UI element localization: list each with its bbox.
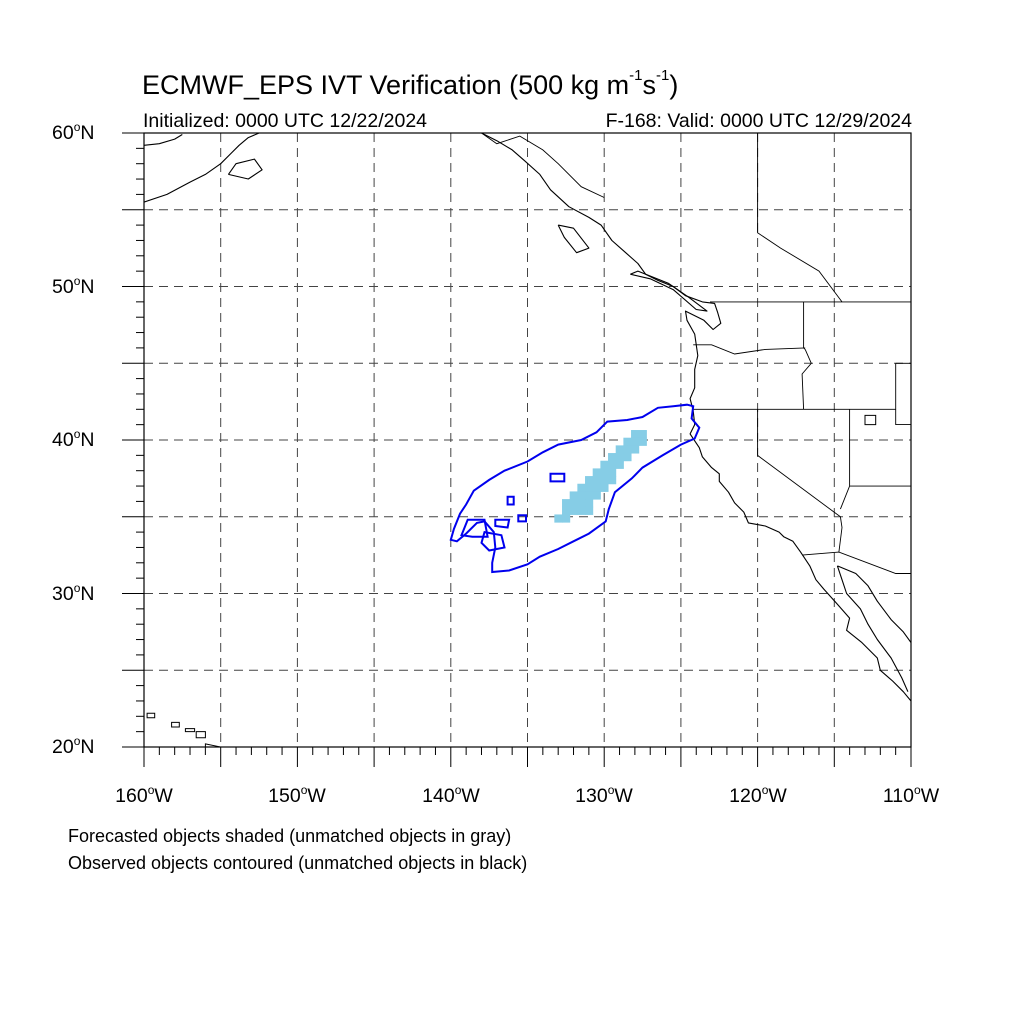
lat-label-30: 30oN <box>52 581 95 605</box>
forecast-cell <box>600 476 609 485</box>
forecast-cell <box>585 506 594 515</box>
forecast-cell <box>608 460 617 469</box>
forecast-cell <box>569 491 578 500</box>
forecast-cell <box>638 430 647 439</box>
border-line <box>481 133 605 198</box>
observed-contour-inner <box>549 472 566 483</box>
forecast-object-shading <box>554 430 647 523</box>
lat-label-20: 20oN <box>52 734 95 758</box>
hawaii-island <box>195 731 206 739</box>
border-line <box>801 349 812 410</box>
coastlines <box>144 133 911 747</box>
forecast-cell <box>631 445 640 454</box>
forecast-cell <box>600 483 609 492</box>
forecast-cell <box>592 483 601 492</box>
forecast-cell <box>608 468 617 477</box>
initialized-label: Initialized: 0000 UTC 12/22/2024 <box>143 110 428 132</box>
footnote-forecast: Forecasted objects shaded (unmatched obj… <box>68 826 512 846</box>
forecast-cell <box>600 468 609 477</box>
border-line <box>757 409 843 553</box>
coastline-kodiak <box>227 158 263 180</box>
lon-label-110w: 110oW <box>882 783 940 807</box>
footnote-observed: Observed objects contoured (unmatched ob… <box>68 853 528 873</box>
forecast-cell <box>615 460 624 469</box>
political-borders <box>481 133 911 574</box>
coastline-gulf-of-california-west <box>836 565 909 692</box>
forecast-cell <box>608 453 617 462</box>
forecast-cell <box>577 491 586 500</box>
graticule <box>144 133 911 747</box>
observed-contour-inner <box>460 518 489 538</box>
border-line <box>839 409 851 510</box>
forecast-cell <box>623 445 632 454</box>
lat-label-40: 40oN <box>52 427 95 451</box>
forecast-cell <box>638 437 647 446</box>
border-line <box>803 301 806 350</box>
forecast-cell <box>562 514 571 523</box>
border-line <box>693 344 806 355</box>
observed-contour-inner <box>480 530 506 552</box>
coastline-gulf-of-california-east <box>837 565 911 643</box>
forecast-cell <box>562 499 571 508</box>
forecast-cell <box>615 445 624 454</box>
hawaii-island <box>171 721 180 728</box>
forecast-cell <box>577 506 586 515</box>
forecast-cell <box>600 460 609 469</box>
forecast-cell <box>562 506 571 515</box>
coastline-vancouver-island <box>630 270 708 312</box>
coastline-haida-gwaii <box>557 224 590 254</box>
coastline-pacific-nw <box>481 133 911 702</box>
forecast-cell <box>577 483 586 492</box>
forecast-cell <box>631 430 640 439</box>
forecast-cell <box>554 514 563 523</box>
lake-outline <box>864 414 877 426</box>
hawaii-island <box>146 712 156 719</box>
coastline-alaska-peninsula-top <box>144 134 183 146</box>
forecast-cell <box>569 506 578 515</box>
valid-label: F-168: Valid: 0000 UTC 12/29/2024 <box>605 110 912 132</box>
forecast-cell <box>585 491 594 500</box>
lon-label-120w: 120oW <box>729 783 787 807</box>
border-line <box>757 133 843 303</box>
forecast-cell <box>623 437 632 446</box>
forecast-cell <box>631 437 640 446</box>
coastline-alaska <box>144 133 260 203</box>
forecast-cell <box>592 468 601 477</box>
lon-label-130w: 130oW <box>575 783 633 807</box>
border-line <box>895 363 911 426</box>
forecast-cell <box>623 453 632 462</box>
observed-object-contour <box>449 403 701 574</box>
border-line <box>802 551 911 574</box>
map-frame <box>122 132 912 767</box>
forecast-cell <box>585 483 594 492</box>
forecast-cell <box>577 499 586 508</box>
lat-label-60: 60oN <box>52 120 95 144</box>
forecast-cell <box>585 499 594 508</box>
forecast-cell <box>592 491 601 500</box>
observed-contour-outer <box>449 403 701 574</box>
observed-contour-inner <box>506 495 515 506</box>
lon-label-150w: 150oW <box>268 783 326 807</box>
chart-title: ECMWF_EPS IVT Verification (500 kg m-1s-… <box>142 67 679 100</box>
lon-label-140w: 140oW <box>422 783 480 807</box>
observed-contour-inner <box>517 514 527 523</box>
forecast-cell <box>569 499 578 508</box>
observed-contour-inner <box>494 518 511 529</box>
lat-label-50: 50oN <box>52 274 95 298</box>
forecast-cell <box>615 453 624 462</box>
lon-label-160w: 160oW <box>115 783 173 807</box>
forecast-cell <box>592 476 601 485</box>
hawaii-island <box>184 728 196 733</box>
forecast-cell <box>585 476 594 485</box>
forecast-cell <box>608 476 617 485</box>
